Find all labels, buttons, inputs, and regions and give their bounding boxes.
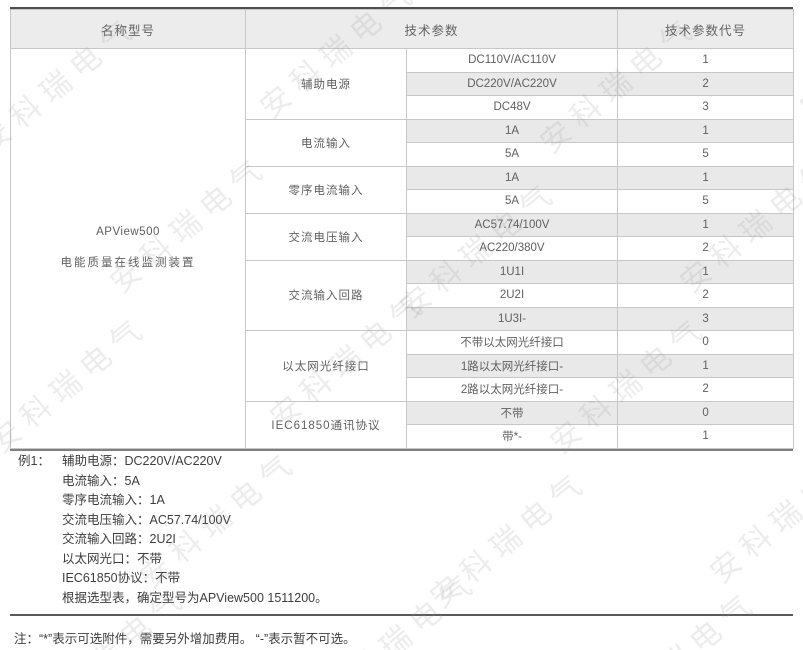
table-row: 以太网光纤接口 不带以太网光纤接口 0 bbox=[11, 330, 795, 402]
header-tech-param: 技术参数 bbox=[244, 9, 619, 49]
table-header-row: 名称型号 技术参数 技术参数代号 bbox=[10, 9, 795, 49]
table-row: 带*- 1 bbox=[11, 424, 795, 449]
table-row: 1U3I- 3 bbox=[11, 306, 795, 331]
table-row: 2U2I 2 bbox=[11, 283, 795, 308]
watermark-text: 安科瑞电气 bbox=[799, 277, 803, 436]
example-line: 以太网光口：不带 bbox=[18, 550, 758, 570]
example-text: IEC61850协议：不带 bbox=[62, 571, 181, 585]
param-group-aux-power: 辅助电源 bbox=[245, 48, 407, 120]
table-row: DC220V/AC220V 2 bbox=[11, 71, 795, 96]
param-code: 1 bbox=[617, 48, 795, 73]
param-value: AC220/380V bbox=[405, 236, 619, 261]
param-code: 1 bbox=[617, 165, 795, 190]
param-code: 1 bbox=[617, 424, 795, 449]
example-text: 零序电流输入：1A bbox=[62, 493, 165, 507]
param-code: 0 bbox=[617, 400, 795, 425]
table-row: 5A 5 bbox=[11, 189, 795, 214]
param-code: 0 bbox=[617, 330, 795, 355]
table-row: 1路以太网光纤接口- 1 bbox=[11, 353, 795, 378]
example-text: 根据选型表，确定型号为APView500 1511200。 bbox=[62, 590, 328, 605]
param-group-zero-seq-current: 零序电流输入 bbox=[245, 165, 407, 214]
param-code: 1 bbox=[617, 212, 795, 237]
param-group-ac-voltage-input: 交流电压输入 bbox=[245, 212, 407, 261]
table-row: 2路以太网光纤接口- 2 bbox=[11, 377, 795, 402]
param-code: 3 bbox=[617, 95, 795, 120]
param-value: 不带以太网光纤接口 bbox=[405, 330, 619, 355]
param-value: 5A bbox=[405, 142, 619, 167]
param-code: 1 bbox=[617, 118, 795, 143]
param-code: 3 bbox=[617, 306, 795, 331]
note-divider bbox=[10, 614, 793, 616]
example-text: 电流输入：5A bbox=[62, 473, 140, 488]
table-row: AC220/380V 2 bbox=[11, 236, 795, 261]
table-row: 交流输入回路 1U1I 1 bbox=[11, 259, 795, 331]
param-value: 带*- bbox=[405, 424, 619, 449]
param-code: 5 bbox=[617, 189, 795, 214]
example-text: 交流电压输入：AC57.74/100V bbox=[62, 512, 231, 527]
example-text: 辅助电源：DC220V/AC220V bbox=[62, 454, 222, 468]
header-name-model: 名称型号 bbox=[10, 9, 246, 49]
param-value: 1A bbox=[405, 118, 619, 143]
param-group-ac-input-circuit: 交流输入回路 bbox=[245, 259, 407, 331]
example-prefix: 例1： bbox=[18, 454, 50, 468]
model-selection-table: 名称型号 技术参数 技术参数代号 APView500 电能质量在线监测装置 辅助… bbox=[10, 7, 795, 451]
example-line: 交流电压输入：AC57.74/100V bbox=[18, 511, 758, 531]
table-row: IEC61850通讯协议 不带 0 bbox=[11, 400, 795, 449]
param-group-iec61850: IEC61850通讯协议 bbox=[245, 400, 407, 449]
example-line: 根据选型表，确定型号为APView500 1511200。 bbox=[18, 589, 758, 609]
param-code: 5 bbox=[617, 142, 795, 167]
param-code: 2 bbox=[617, 283, 795, 308]
example-text: 以太网光口：不带 bbox=[62, 551, 163, 566]
param-value: 1A bbox=[405, 165, 619, 190]
param-value: 2U2I bbox=[405, 283, 619, 308]
param-group-ethernet-fiber: 以太网光纤接口 bbox=[245, 330, 407, 402]
param-code: 2 bbox=[617, 377, 795, 402]
param-group-current-input: 电流输入 bbox=[245, 118, 407, 167]
param-value: 1U3I- bbox=[405, 306, 619, 331]
example-line: 电流输入：5A bbox=[18, 472, 758, 492]
table-row: 5A 5 bbox=[11, 142, 795, 167]
param-code: 2 bbox=[617, 236, 795, 261]
param-value: DC220V/AC220V bbox=[405, 71, 619, 96]
product-model: APView500 bbox=[96, 226, 160, 239]
example-line: 例1： 辅助电源：DC220V/AC220V bbox=[18, 452, 758, 472]
param-value: 1路以太网光纤接口- bbox=[405, 353, 619, 378]
header-tech-param-code: 技术参数代号 bbox=[617, 9, 795, 49]
param-value: DC110V/AC110V bbox=[405, 48, 619, 73]
param-value: DC48V bbox=[405, 95, 619, 120]
example-block: 例1： 辅助电源：DC220V/AC220V 电流输入：5A 零序电流输入：1A… bbox=[18, 452, 758, 608]
table-row: 交流电压输入 AC57.74/100V 1 bbox=[11, 212, 795, 261]
example-line: IEC61850协议：不带 bbox=[18, 569, 758, 589]
param-code: 1 bbox=[617, 353, 795, 378]
example-line: 零序电流输入：1A bbox=[18, 491, 758, 511]
param-value: AC57.74/100V bbox=[405, 212, 619, 237]
param-value: 1U1I bbox=[405, 259, 619, 284]
table-row: DC48V 3 bbox=[11, 95, 795, 120]
param-value: 不带 bbox=[405, 400, 619, 425]
table-row: 电流输入 1A 1 bbox=[11, 118, 795, 167]
param-code: 1 bbox=[617, 259, 795, 284]
param-code: 2 bbox=[617, 71, 795, 96]
param-value: 5A bbox=[405, 189, 619, 214]
example-line: 交流输入回路：2U2I bbox=[18, 530, 758, 550]
example-text: 交流输入回路：2U2I bbox=[62, 532, 176, 546]
table-row: APView500 电能质量在线监测装置 辅助电源 DC110V/AC110V … bbox=[10, 48, 795, 449]
product-name: 电能质量在线监测装置 bbox=[60, 257, 196, 270]
param-value: 2路以太网光纤接口- bbox=[405, 377, 619, 402]
footnote: 注：“*”表示可选附件，需要另外增加费用。 “-”表示暂不可选。 bbox=[14, 632, 356, 646]
model-cell: APView500 电能质量在线监测装置 bbox=[10, 48, 246, 449]
